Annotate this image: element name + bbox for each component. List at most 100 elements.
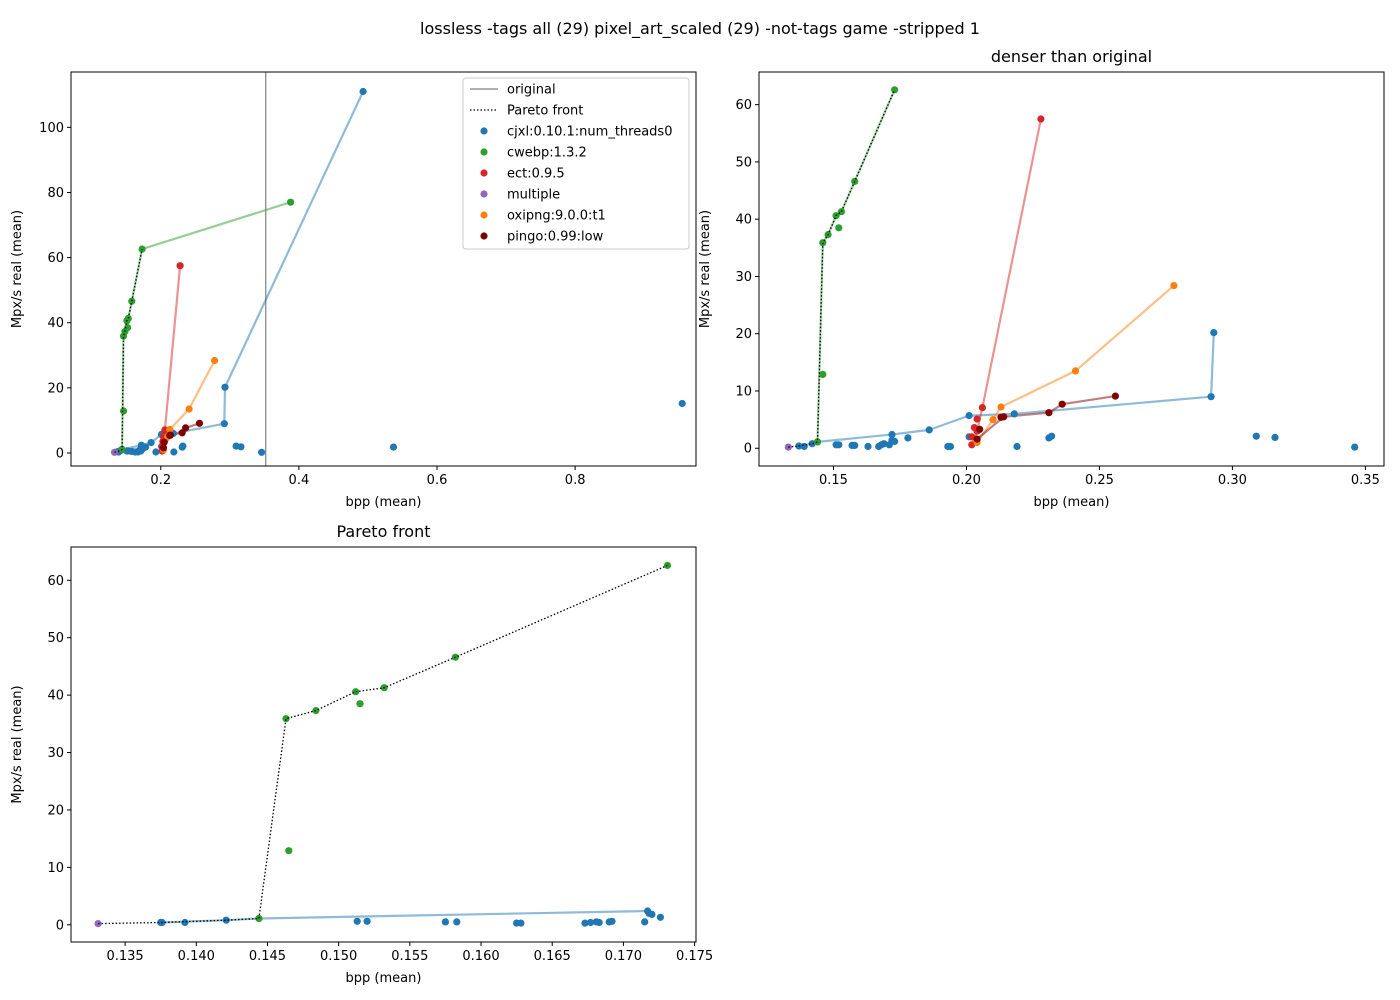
data-point	[124, 314, 132, 323]
data-point	[1111, 392, 1119, 400]
plot-frame	[70, 546, 697, 943]
y-tick-label: 50	[47, 631, 64, 646]
data-point	[800, 442, 808, 451]
x-axis-label: bpp (mean)	[346, 971, 422, 986]
data-point	[997, 403, 1005, 411]
data-point	[891, 437, 899, 445]
y-tick-label: 60	[47, 574, 64, 589]
data-point	[195, 419, 204, 427]
y-tick-label: 30	[735, 270, 752, 285]
data-point	[185, 405, 193, 413]
legend-label: Pareto front	[507, 104, 583, 119]
y-tick-label: 80	[47, 186, 64, 201]
chart-title: denser than original	[991, 47, 1152, 66]
series-line	[970, 118, 1042, 446]
data-point	[1048, 432, 1056, 440]
data-point	[837, 208, 846, 216]
data-point	[891, 86, 899, 94]
series-line	[976, 284, 1175, 444]
data-point	[453, 918, 461, 926]
y-tick-label: 30	[47, 746, 64, 761]
data-point	[353, 917, 361, 925]
series-line	[798, 332, 1215, 448]
data-point	[1010, 410, 1018, 418]
data-point	[179, 442, 187, 450]
data-point	[517, 919, 525, 927]
x-tick-label: 0.170	[605, 949, 642, 964]
x-tick-label: 0.15	[819, 473, 848, 488]
chart-legend: original Pareto front cjxl:0.10.1:num_thre…	[462, 77, 690, 250]
data-point	[287, 198, 295, 206]
legend-swatch-marker	[480, 211, 488, 219]
x-tick-label: 0.4	[289, 473, 310, 488]
x-tick-label: 0.35	[1351, 473, 1380, 488]
y-tick-label: 40	[735, 213, 752, 228]
pareto-front-line	[114, 248, 143, 453]
data-point	[182, 424, 190, 432]
data-point	[851, 441, 859, 449]
data-point	[641, 918, 649, 926]
x-tick-label: 0.30	[1218, 473, 1247, 488]
data-point	[973, 435, 981, 443]
series-line	[161, 265, 182, 452]
y-tick-label: 60	[735, 98, 752, 113]
x-tick-label: 0.155	[391, 949, 428, 964]
legend-label: original	[507, 83, 556, 98]
data-point	[312, 707, 320, 715]
data-point	[904, 434, 912, 442]
chart-title: Pareto front	[336, 522, 430, 541]
data-point	[608, 917, 616, 925]
data-point	[976, 425, 984, 433]
legend-label: ect:0.9.5	[507, 167, 565, 182]
x-tick-label: 0.20	[952, 473, 981, 488]
data-point	[1252, 432, 1260, 440]
x-tick-label: 0.6	[427, 473, 448, 488]
data-point	[648, 910, 656, 919]
data-point	[221, 383, 229, 391]
data-point	[282, 715, 290, 723]
data-point	[989, 416, 997, 424]
data-point	[124, 324, 132, 332]
plot-frame	[758, 71, 1385, 467]
data-point	[359, 87, 367, 96]
x-tick-label: 0.2	[150, 473, 171, 488]
data-point	[864, 442, 872, 451]
y-axis-label: Mpx/s real (mean)	[10, 210, 25, 328]
y-tick-label: 20	[47, 381, 64, 396]
data-point	[356, 700, 364, 708]
y-tick-label: 20	[47, 803, 64, 818]
data-point	[973, 415, 981, 423]
x-tick-label: 0.145	[249, 949, 286, 964]
legend-box	[462, 77, 690, 250]
data-point	[1000, 413, 1008, 421]
data-point	[1271, 433, 1279, 441]
data-point	[441, 918, 449, 926]
y-axis-label: Mpx/s real (mean)	[10, 685, 25, 803]
chart-all-results: 0.2 0.4 0.6 0.8 0 20 40 60 80 100 bpp (mean) Mpx/s …	[10, 71, 697, 510]
data-point	[1037, 115, 1045, 123]
data-point	[888, 430, 896, 439]
figure-suptitle: lossless -tags all (29) pixel_art_scaled…	[420, 19, 980, 39]
data-point	[835, 441, 843, 449]
series-line	[816, 89, 896, 442]
y-tick-label: 60	[47, 251, 64, 266]
y-tick-label: 10	[735, 384, 752, 399]
data-point	[222, 916, 230, 924]
legend-swatch-marker	[480, 148, 488, 156]
y-axis-label: Mpx/s real (mean)	[698, 210, 713, 328]
x-tick-label: 0.25	[1085, 473, 1114, 488]
x-axis-label: bpp (mean)	[1034, 495, 1110, 510]
chart-denser-than-original: denser than original 0.15 0.20 0.25 0.30 0.35…	[698, 47, 1385, 510]
data-point	[170, 448, 178, 456]
y-tick-label: 100	[39, 121, 64, 136]
data-point	[152, 448, 160, 456]
y-tick-label: 10	[47, 861, 64, 876]
data-point	[946, 442, 955, 451]
plot-frame	[70, 71, 697, 467]
y-tick-label: 40	[47, 316, 64, 331]
legend-swatch-marker	[480, 232, 488, 240]
data-point	[142, 443, 150, 451]
y-tick-label: 0	[56, 446, 64, 461]
data-point	[1170, 282, 1178, 290]
